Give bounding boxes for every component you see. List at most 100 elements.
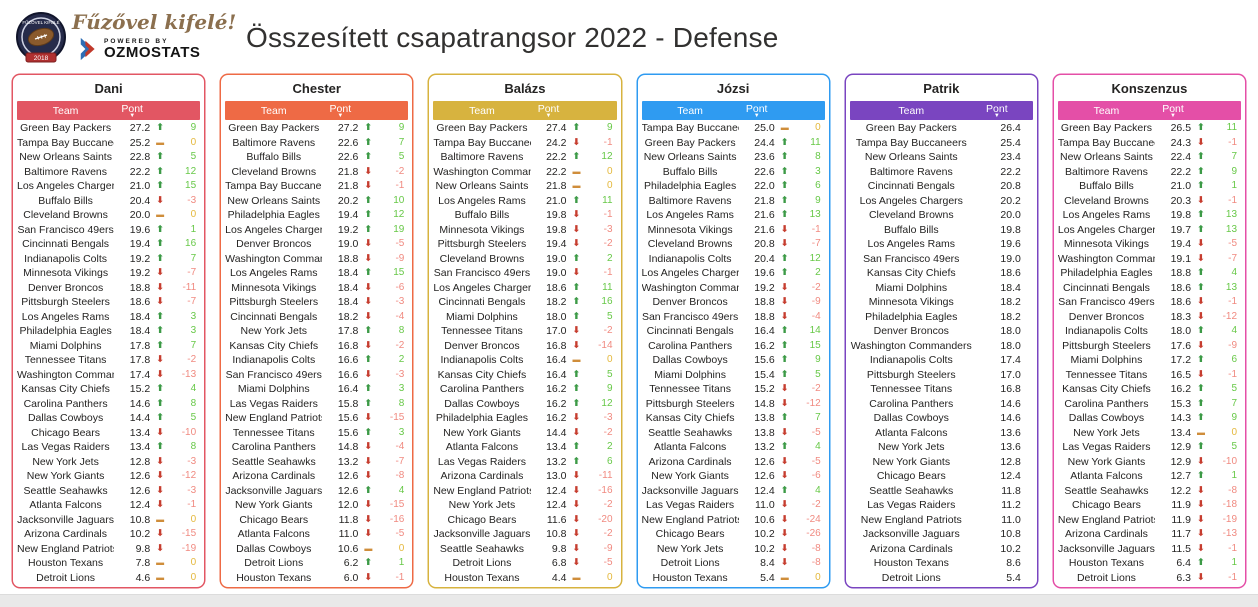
table-row[interactable]: Cincinnati Bengals 18.6 ⬆ 13 <box>1058 281 1241 296</box>
table-row[interactable]: Baltimore Ravens 22.2 ⬆ 12 <box>433 150 616 165</box>
table-row[interactable]: Baltimore Ravens 22.2 <box>850 165 1033 180</box>
table-row[interactable]: Pittsburgh Steelers 14.8 ⬇ -12 <box>642 397 825 412</box>
table-row[interactable]: Cincinnati Bengals 18.2 ⬆ 16 <box>433 295 616 310</box>
table-row[interactable]: Pittsburgh Steelers 17.6 ⬇ -9 <box>1058 339 1241 354</box>
table-row[interactable]: Detroit Lions 4.6 ▬ 0 <box>17 571 200 586</box>
table-row[interactable]: Los Angeles Chargers 18.6 ⬆ 11 <box>433 281 616 296</box>
table-row[interactable]: Cleveland Browns 19.0 ⬆ 2 <box>433 252 616 267</box>
table-row[interactable]: Carolina Panthers 14.6 ⬆ 8 <box>17 397 200 412</box>
table-row[interactable]: Chicago Bears 11.6 ⬇ -20 <box>433 513 616 528</box>
table-row[interactable]: Kansas City Chiefs 16.8 ⬇ -2 <box>225 339 408 354</box>
table-row[interactable]: Denver Broncos 18.0 <box>850 324 1033 339</box>
table-row[interactable]: New Orleans Saints 23.4 <box>850 150 1033 165</box>
table-row[interactable]: Houston Texans 7.8 ▬ 0 <box>17 556 200 571</box>
table-row[interactable]: Arizona Cardinals 12.6 ⬇ -8 <box>225 469 408 484</box>
table-row[interactable]: Washington Commanders 19.1 ⬇ -7 <box>1058 252 1241 267</box>
table-row[interactable]: Los Angeles Chargers 19.6 ⬆ 2 <box>642 266 825 281</box>
table-row[interactable]: San Francisco 49ers 16.6 ⬇ -3 <box>225 368 408 383</box>
table-row[interactable]: Baltimore Ravens 21.8 ⬆ 9 <box>642 194 825 209</box>
table-row[interactable]: Los Angeles Rams 21.6 ⬆ 13 <box>642 208 825 223</box>
table-row[interactable]: Minnesota Vikings 18.4 ⬇ -6 <box>225 281 408 296</box>
table-row[interactable]: Detroit Lions 6.8 ⬇ -5 <box>433 556 616 571</box>
table-row[interactable]: Los Angeles Rams 19.8 ⬆ 13 <box>1058 208 1241 223</box>
team-column-header[interactable]: Team <box>52 104 79 117</box>
table-row[interactable]: Denver Broncos 16.8 ⬇ -14 <box>433 339 616 354</box>
table-row[interactable]: Arizona Cardinals 13.0 ⬇ -11 <box>433 469 616 484</box>
table-row[interactable]: Kansas City Chiefs 16.2 ⬆ 5 <box>1058 382 1241 397</box>
table-row[interactable]: Las Vegas Raiders 13.2 ⬆ 6 <box>433 455 616 470</box>
table-row[interactable]: Buffalo Bills 22.6 ⬆ 5 <box>225 150 408 165</box>
table-row[interactable]: Jacksonville Jaguars 12.4 ⬆ 4 <box>642 484 825 499</box>
table-row[interactable]: Tennessee Titans 16.5 ⬇ -1 <box>1058 368 1241 383</box>
table-row[interactable]: New Orleans Saints 20.2 ⬆ 10 <box>225 194 408 209</box>
table-row[interactable]: Philadelphia Eagles 16.2 ⬇ -3 <box>433 411 616 426</box>
table-row[interactable]: Seattle Seahawks 12.6 ⬇ -3 <box>17 484 200 499</box>
table-row[interactable]: San Francisco 49ers 19.0 ⬇ -1 <box>433 266 616 281</box>
table-row[interactable]: Minnesota Vikings 21.6 ⬇ -1 <box>642 223 825 238</box>
table-row[interactable]: Indianapolis Colts 16.6 ⬆ 2 <box>225 353 408 368</box>
table-row[interactable]: New York Jets 12.8 ⬇ -3 <box>17 455 200 470</box>
table-row[interactable]: Miami Dolphins 18.4 <box>850 281 1033 296</box>
table-row[interactable]: New Orleans Saints 22.4 ⬆ 7 <box>1058 150 1241 165</box>
table-row[interactable]: Arizona Cardinals 10.2 <box>850 542 1033 557</box>
table-row[interactable]: Carolina Panthers 15.3 ⬆ 7 <box>1058 397 1241 412</box>
table-row[interactable]: Cleveland Browns 20.0 ▬ 0 <box>17 208 200 223</box>
table-row[interactable]: Kansas City Chiefs 16.4 ⬆ 5 <box>433 368 616 383</box>
table-row[interactable]: Atlanta Falcons 13.4 ⬆ 2 <box>433 440 616 455</box>
table-row[interactable]: Chicago Bears 13.4 ⬇ -10 <box>17 426 200 441</box>
pont-column-header[interactable]: Pont ▼ <box>322 102 358 119</box>
table-row[interactable]: Tampa Bay Buccaneers 25.4 <box>850 136 1033 151</box>
table-row[interactable]: Houston Texans 5.4 ▬ 0 <box>642 571 825 586</box>
table-row[interactable]: Buffalo Bills 22.6 ⬆ 3 <box>642 165 825 180</box>
table-row[interactable]: Miami Dolphins 17.8 ⬆ 7 <box>17 339 200 354</box>
table-row[interactable]: Tennessee Titans 17.0 ⬇ -2 <box>433 324 616 339</box>
table-row[interactable]: San Francisco 49ers 18.6 ⬇ -1 <box>1058 295 1241 310</box>
team-column-header[interactable]: Team <box>898 104 925 117</box>
table-row[interactable]: Minnesota Vikings 19.4 ⬇ -5 <box>1058 237 1241 252</box>
table-row[interactable]: Denver Broncos 18.8 ⬇ -9 <box>642 295 825 310</box>
table-row[interactable]: Philadelphia Eagles 18.2 <box>850 310 1033 325</box>
table-row[interactable]: Atlanta Falcons 11.0 ⬇ -5 <box>225 527 408 542</box>
table-row[interactable]: San Francisco 49ers 19.0 <box>850 252 1033 267</box>
table-row[interactable]: New York Jets 12.4 ⬇ -2 <box>433 498 616 513</box>
table-row[interactable]: Los Angeles Rams 18.4 ⬆ 15 <box>225 266 408 281</box>
table-row[interactable]: Washington Commanders 17.4 ⬇ -13 <box>17 368 200 383</box>
table-row[interactable]: Cincinnati Bengals 16.4 ⬆ 14 <box>642 324 825 339</box>
table-row[interactable]: Green Bay Packers 26.5 ⬆ 11 <box>1058 121 1241 136</box>
table-row[interactable]: Seattle Seahawks 12.2 ⬇ -8 <box>1058 484 1241 499</box>
table-row[interactable]: Buffalo Bills 19.8 <box>850 223 1033 238</box>
table-row[interactable]: New York Giants 12.0 ⬇ -15 <box>225 498 408 513</box>
table-row[interactable]: Jacksonville Jaguars 10.8 ▬ 0 <box>17 513 200 528</box>
table-row[interactable]: Miami Dolphins 18.0 ⬆ 5 <box>433 310 616 325</box>
table-row[interactable]: Tennessee Titans 15.2 ⬇ -2 <box>642 382 825 397</box>
table-row[interactable]: Cleveland Browns 20.8 ⬇ -7 <box>642 237 825 252</box>
table-row[interactable]: Cleveland Browns 20.3 ⬇ -1 <box>1058 194 1241 209</box>
table-row[interactable]: Miami Dolphins 17.2 ⬆ 6 <box>1058 353 1241 368</box>
table-row[interactable]: Jacksonville Jaguars 11.5 ⬇ -1 <box>1058 542 1241 557</box>
table-row[interactable]: Indianapolis Colts 20.4 ⬆ 12 <box>642 252 825 267</box>
table-row[interactable]: New York Jets 13.6 <box>850 440 1033 455</box>
pont-column-header[interactable]: Pont ▼ <box>531 102 567 119</box>
table-row[interactable]: Washington Commanders 18.0 <box>850 339 1033 354</box>
pont-column-header[interactable]: Pont ▼ <box>973 102 1021 119</box>
table-row[interactable]: Denver Broncos 18.8 ⬇ -11 <box>17 281 200 296</box>
pont-column-header[interactable]: Pont ▼ <box>1155 102 1191 119</box>
table-row[interactable]: Pittsburgh Steelers 18.6 ⬇ -7 <box>17 295 200 310</box>
table-row[interactable]: Buffalo Bills 20.4 ⬇ -3 <box>17 194 200 209</box>
table-row[interactable]: New England Patriots 9.8 ⬇ -19 <box>17 542 200 557</box>
team-column-header[interactable]: Team <box>677 104 703 117</box>
table-row[interactable]: Seattle Seahawks 13.8 ⬇ -5 <box>642 426 825 441</box>
table-row[interactable]: Chicago Bears 11.8 ⬇ -16 <box>225 513 408 528</box>
table-row[interactable]: Cleveland Browns 20.0 <box>850 208 1033 223</box>
table-row[interactable]: Jacksonville Jaguars 10.8 ⬇ -2 <box>433 527 616 542</box>
table-row[interactable]: Baltimore Ravens 22.2 ⬆ 12 <box>17 165 200 180</box>
table-row[interactable]: Kansas City Chiefs 15.2 ⬆ 4 <box>17 382 200 397</box>
table-row[interactable]: New Orleans Saints 23.6 ⬆ 8 <box>642 150 825 165</box>
table-row[interactable]: Indianapolis Colts 19.2 ⬆ 7 <box>17 252 200 267</box>
table-row[interactable]: Atlanta Falcons 13.2 ⬆ 4 <box>642 440 825 455</box>
table-row[interactable]: Green Bay Packers 27.2 ⬆ 9 <box>225 121 408 136</box>
table-row[interactable]: Carolina Panthers 14.6 <box>850 397 1033 412</box>
table-row[interactable]: Philadelphia Eagles 22.0 ⬆ 6 <box>642 179 825 194</box>
table-row[interactable]: New York Jets 17.8 ⬆ 8 <box>225 324 408 339</box>
table-row[interactable]: San Francisco 49ers 19.6 ⬆ 1 <box>17 223 200 238</box>
